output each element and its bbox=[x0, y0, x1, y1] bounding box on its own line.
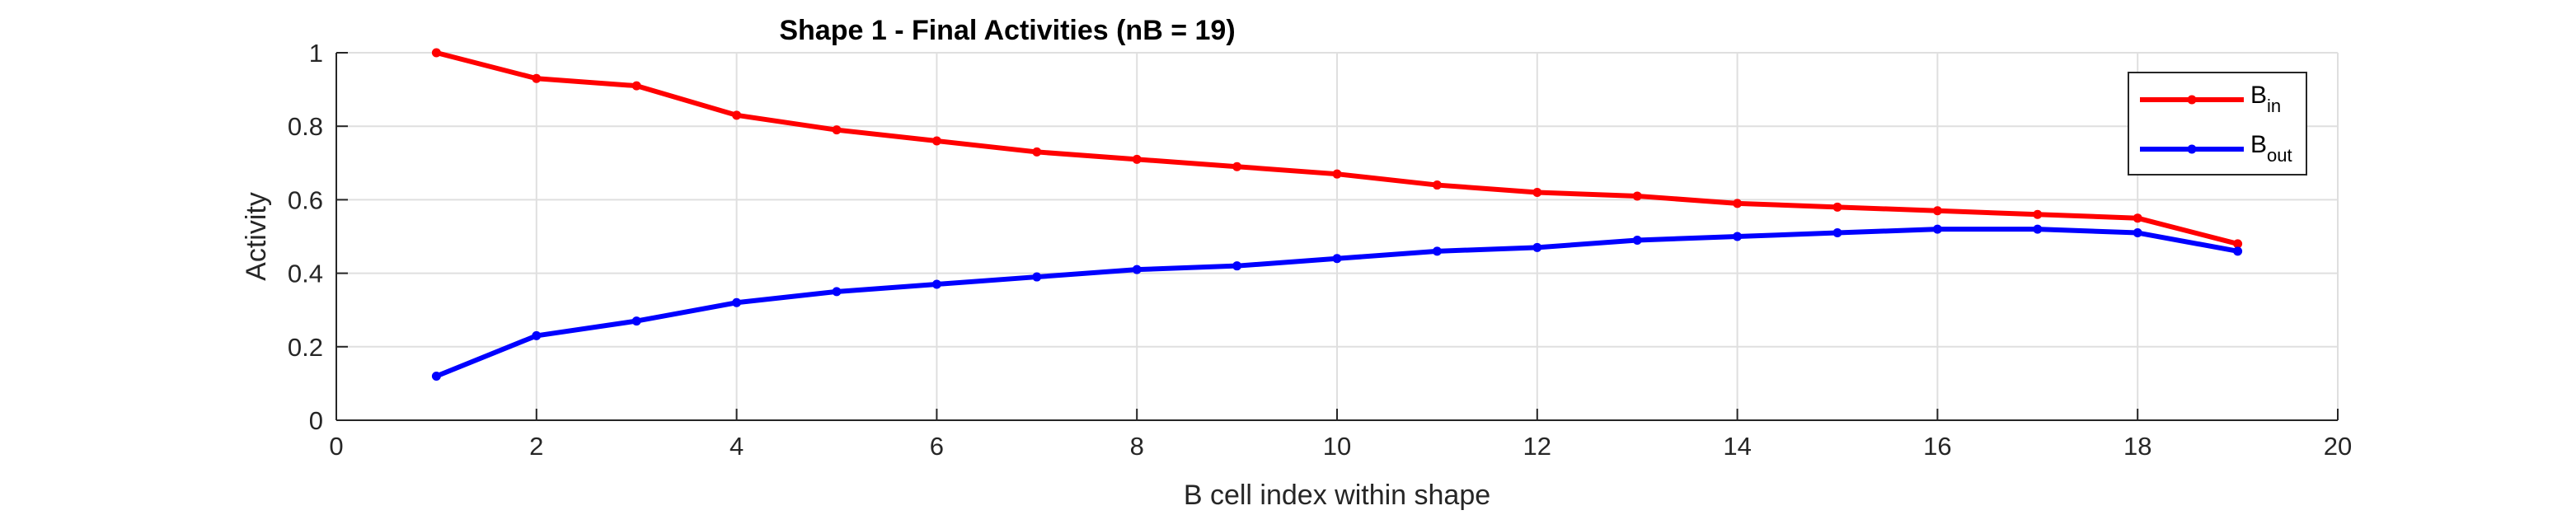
data-point bbox=[1332, 254, 1342, 264]
data-point bbox=[2133, 228, 2142, 238]
x-tick-label: 10 bbox=[1323, 432, 1351, 461]
x-tick-label: 4 bbox=[730, 432, 744, 461]
legend-marker bbox=[2187, 95, 2197, 105]
data-point bbox=[2133, 213, 2142, 223]
x-tick-label: 8 bbox=[1130, 432, 1144, 461]
y-tick-label: 0.2 bbox=[288, 333, 323, 362]
data-point bbox=[1932, 224, 1942, 234]
legend-entry-b-out: Bout bbox=[2140, 131, 2292, 166]
x-ticks: 0 2 4 6 8 10 12 14 16 18 20 bbox=[329, 409, 2352, 461]
x-tick-label: 20 bbox=[2324, 432, 2352, 461]
data-point bbox=[2033, 209, 2043, 219]
data-point bbox=[931, 136, 941, 146]
x-tick-label: 14 bbox=[1723, 432, 1751, 461]
data-point bbox=[1733, 232, 1743, 241]
grid bbox=[336, 52, 2339, 420]
x-tick-label: 6 bbox=[930, 432, 944, 461]
data-point bbox=[431, 48, 441, 58]
data-point bbox=[1132, 265, 1142, 274]
data-point bbox=[1032, 272, 1042, 282]
series-b-in bbox=[431, 48, 2243, 249]
data-point bbox=[1832, 228, 1842, 238]
x-axis-label: B cell index within shape bbox=[1184, 480, 1490, 511]
data-point bbox=[2233, 246, 2243, 256]
data-point bbox=[1932, 206, 1942, 216]
data-point bbox=[832, 287, 842, 297]
x-tick-label: 16 bbox=[1923, 432, 1951, 461]
data-point bbox=[732, 297, 742, 307]
legend-label-subscript: out bbox=[2267, 145, 2292, 166]
y-tick-label: 1 bbox=[309, 39, 323, 68]
data-point bbox=[1832, 202, 1842, 212]
y-tick-label: 0.8 bbox=[288, 112, 323, 141]
data-point bbox=[1733, 199, 1743, 208]
data-point bbox=[1032, 147, 1042, 157]
x-tick-label: 12 bbox=[1523, 432, 1551, 461]
data-point bbox=[1232, 261, 1242, 271]
series-b-out bbox=[431, 224, 2243, 381]
data-point bbox=[732, 110, 742, 120]
data-point bbox=[631, 81, 641, 91]
data-point bbox=[2033, 224, 2043, 234]
data-point bbox=[1232, 162, 1242, 171]
data-point bbox=[2233, 239, 2243, 249]
data-point bbox=[431, 371, 441, 381]
data-point bbox=[1632, 191, 1642, 201]
y-ticks: 0 0.2 0.4 0.6 0.8 1 bbox=[288, 39, 348, 435]
y-tick-label: 0.6 bbox=[288, 185, 323, 214]
data-point bbox=[832, 125, 842, 135]
data-point bbox=[532, 330, 542, 340]
data-point bbox=[1632, 235, 1642, 245]
legend-label-subscript: in bbox=[2267, 96, 2281, 116]
legend-label: Bin bbox=[2250, 82, 2281, 116]
data-point bbox=[931, 279, 941, 289]
legend-box bbox=[2128, 72, 2307, 176]
legend-label: Bout bbox=[2250, 131, 2292, 166]
data-point bbox=[1532, 187, 1542, 197]
chart-title: Shape 1 - Final Activities (nB = 19) bbox=[779, 15, 1235, 46]
x-tick-label: 18 bbox=[2123, 432, 2151, 461]
y-tick-label: 0 bbox=[309, 406, 323, 435]
x-tick-label: 0 bbox=[329, 432, 343, 461]
y-axis-label: Activity bbox=[241, 192, 272, 281]
legend-marker bbox=[2187, 144, 2197, 154]
legend-entry-b-in: Bin bbox=[2140, 82, 2281, 116]
data-point bbox=[532, 73, 542, 83]
data-point bbox=[631, 316, 641, 326]
data-point bbox=[1432, 246, 1442, 256]
legend-label-main: B bbox=[2250, 82, 2267, 109]
legend-label-main: B bbox=[2250, 131, 2267, 158]
x-tick-label: 2 bbox=[529, 432, 543, 461]
data-point bbox=[1132, 154, 1142, 164]
y-tick-label: 0.4 bbox=[288, 260, 323, 288]
data-point bbox=[1432, 180, 1442, 190]
data-point bbox=[1332, 169, 1342, 179]
data-point bbox=[1532, 242, 1542, 252]
series bbox=[431, 48, 2243, 381]
